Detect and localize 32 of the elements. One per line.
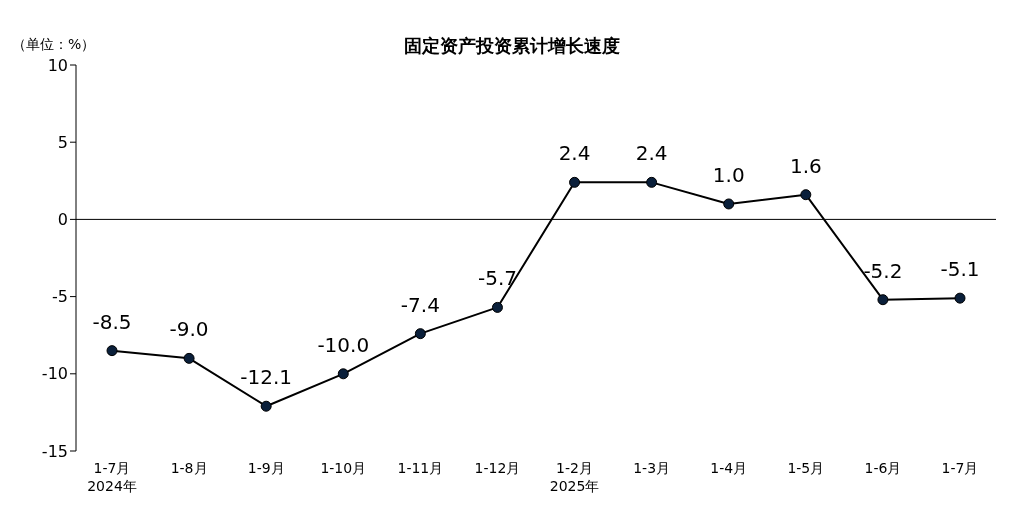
text: -5.1 bbox=[940, 257, 980, 282]
text: 1.6 bbox=[789, 153, 822, 178]
x-tick-label: 1-4月 bbox=[710, 460, 748, 476]
y-tick-label: 10 bbox=[47, 55, 68, 75]
text: -8.5 bbox=[92, 309, 132, 334]
x-tick-label: 1-9月 bbox=[247, 460, 285, 476]
x-tick-label: 1-7月 2024年 bbox=[87, 460, 137, 494]
text: -5.2 bbox=[863, 258, 903, 283]
text: 2.4 bbox=[635, 141, 668, 166]
x-tick-label: 1-3月 bbox=[633, 460, 671, 476]
x-tick-label: 1-10月 bbox=[320, 460, 367, 476]
x-tick-label: 1-12月 bbox=[474, 460, 521, 476]
y-tick-label: -15 bbox=[41, 441, 68, 461]
text: -7.4 bbox=[400, 292, 440, 317]
text: -10.0 bbox=[317, 332, 370, 357]
x-tick-label: 1-11月 bbox=[397, 460, 444, 476]
x-tick-label: 1-6月 bbox=[864, 460, 902, 476]
y-tick-label: -10 bbox=[41, 364, 68, 384]
text: 2.4 bbox=[558, 141, 591, 166]
text: 1.0 bbox=[712, 162, 745, 187]
x-tick-label: 1-8月 bbox=[170, 460, 208, 476]
text: -9.0 bbox=[169, 317, 209, 342]
y-tick-label: 0 bbox=[57, 210, 68, 230]
y-tick-label: 5 bbox=[57, 132, 68, 152]
x-tick-label: 1-7月 bbox=[941, 460, 979, 476]
text: -5.7 bbox=[477, 266, 517, 291]
y-tick-label: -5 bbox=[52, 287, 68, 307]
x-tick-label: 1-5月 bbox=[787, 460, 825, 476]
y-axis-title: （单位：%） bbox=[12, 36, 96, 54]
x-tick-label: 1-2月 2025年 bbox=[549, 460, 600, 494]
text: -12.1 bbox=[240, 365, 293, 390]
chart-title: 固定资产投资累计增长速度 bbox=[404, 35, 620, 56]
